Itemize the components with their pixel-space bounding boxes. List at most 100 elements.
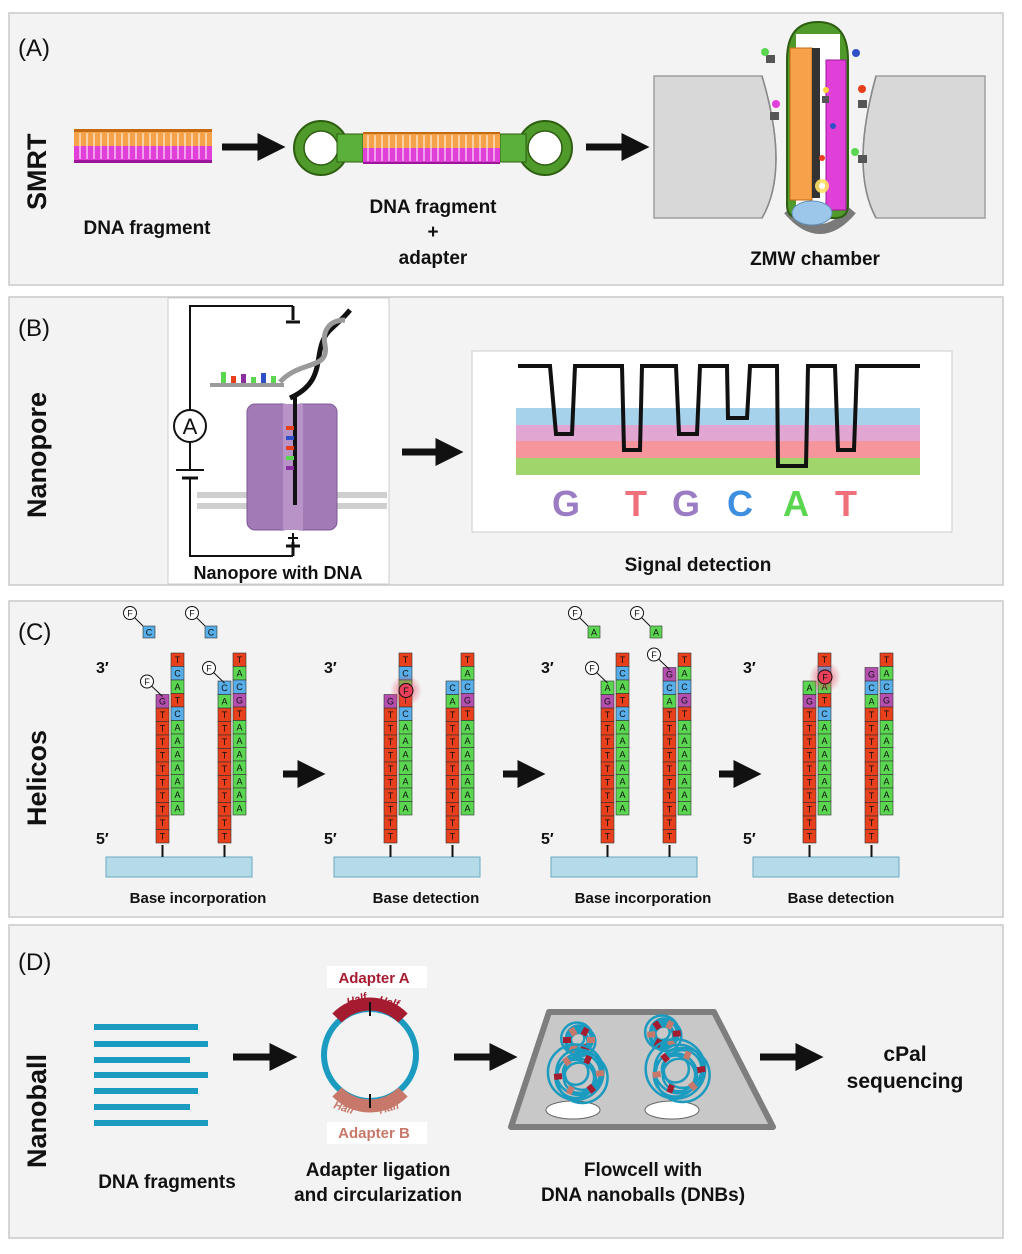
svg-text:C: C	[174, 669, 181, 679]
svg-text:G: G	[464, 696, 471, 706]
end-5: 5′	[541, 831, 554, 848]
label-dna-fragment: DNA fragment	[83, 218, 211, 239]
svg-text:A: A	[681, 790, 687, 800]
substrate	[752, 856, 900, 878]
svg-text:G: G	[666, 670, 673, 680]
svg-text:T: T	[222, 710, 228, 720]
svg-text:T: T	[822, 696, 828, 706]
svg-text:A: A	[681, 736, 687, 746]
svg-text:T: T	[450, 751, 456, 761]
svg-text:T: T	[160, 737, 166, 747]
label-sequencing: sequencing	[847, 1070, 964, 1093]
svg-text:T: T	[620, 696, 626, 706]
svg-text:A: A	[619, 790, 625, 800]
svg-text:T: T	[222, 724, 228, 734]
signal-base-3: C	[727, 483, 753, 524]
panel-d-letter: (D)	[18, 949, 51, 976]
ammeter-icon	[173, 409, 207, 443]
svg-text:A: A	[174, 763, 180, 773]
svg-text:T: T	[682, 655, 688, 665]
label-circularization: and circularization	[294, 1185, 462, 1206]
svg-text:T: T	[160, 791, 166, 801]
label-adapter-ligation: Adapter ligation	[306, 1160, 451, 1181]
substrate	[550, 856, 698, 878]
svg-text:T: T	[822, 655, 828, 665]
svg-text:T: T	[222, 737, 228, 747]
label-base-incorporation-2: Base incorporation	[575, 890, 712, 907]
end-5: 5′	[324, 831, 337, 848]
svg-text:C: C	[174, 709, 181, 719]
svg-text:C: C	[402, 669, 409, 679]
svg-text:T: T	[403, 655, 409, 665]
svg-text:A: A	[174, 750, 180, 760]
flowcell	[508, 1009, 776, 1130]
panel-b-name: Nanopore	[22, 392, 52, 518]
dna-fragments	[94, 1024, 208, 1126]
label-base-incorporation-1: Base incorporation	[130, 890, 267, 907]
svg-text:T: T	[237, 709, 243, 719]
svg-text:T: T	[450, 805, 456, 815]
svg-text:C: C	[221, 683, 228, 693]
svg-text:F: F	[127, 609, 133, 619]
label-signal-detection: Signal detection	[625, 555, 772, 576]
svg-text:C: C	[868, 683, 875, 693]
label-adapter-b: Adapter B	[338, 1125, 410, 1142]
end-5: 5′	[743, 831, 756, 848]
svg-text:A: A	[236, 669, 242, 679]
svg-text:A: A	[464, 804, 470, 814]
svg-text:A: A	[681, 804, 687, 814]
panel-c-letter: (C)	[18, 619, 51, 646]
svg-text:T: T	[807, 778, 813, 788]
svg-text:G: G	[883, 696, 890, 706]
panel-a: (A) SMRT DNA fragment DNA fragment	[8, 12, 1004, 286]
nanopore-diagram: A	[173, 305, 387, 557]
svg-text:T: T	[160, 764, 166, 774]
signal-base-2: G	[672, 483, 700, 524]
dna-with-adapter	[293, 120, 573, 176]
end-5: 5′	[96, 831, 109, 848]
label-plus: +	[427, 222, 438, 243]
end-3: 3′	[541, 660, 554, 677]
svg-text:A: A	[174, 777, 180, 787]
svg-text:T: T	[175, 696, 181, 706]
svg-text:A: A	[666, 697, 672, 707]
svg-text:T: T	[222, 778, 228, 788]
svg-text:F: F	[189, 609, 195, 619]
svg-text:A: A	[464, 777, 470, 787]
svg-text:G: G	[387, 697, 394, 707]
svg-text:T: T	[465, 655, 471, 665]
svg-text:A: A	[236, 763, 242, 773]
svg-text:A: A	[402, 763, 408, 773]
svg-text:C: C	[208, 628, 215, 638]
svg-text:A: A	[681, 723, 687, 733]
svg-text:T: T	[667, 818, 673, 828]
svg-text:A: A	[653, 628, 659, 638]
svg-text:C: C	[666, 683, 673, 693]
svg-text:T: T	[605, 724, 611, 734]
svg-text:T: T	[222, 805, 228, 815]
svg-text:T: T	[869, 791, 875, 801]
svg-text:G: G	[681, 696, 688, 706]
svg-text:A: A	[236, 723, 242, 733]
svg-text:T: T	[605, 805, 611, 815]
svg-text:C: C	[449, 683, 456, 693]
svg-text:A: A	[619, 750, 625, 760]
signal-base-0: G	[552, 483, 580, 524]
svg-text:T: T	[682, 709, 688, 719]
svg-text:A: A	[402, 723, 408, 733]
substrate	[333, 856, 481, 878]
svg-text:T: T	[450, 737, 456, 747]
svg-text:C: C	[619, 669, 626, 679]
svg-text:T: T	[667, 737, 673, 747]
svg-text:T: T	[160, 710, 166, 720]
svg-text:T: T	[450, 724, 456, 734]
svg-text:A: A	[464, 763, 470, 773]
svg-text:G: G	[604, 697, 611, 707]
svg-text:C: C	[619, 709, 626, 719]
dna-fragment	[74, 129, 212, 163]
svg-text:A: A	[604, 683, 610, 693]
svg-text:T: T	[160, 805, 166, 815]
svg-text:A: A	[821, 790, 827, 800]
svg-text:T: T	[869, 724, 875, 734]
svg-text:C: C	[681, 682, 688, 692]
